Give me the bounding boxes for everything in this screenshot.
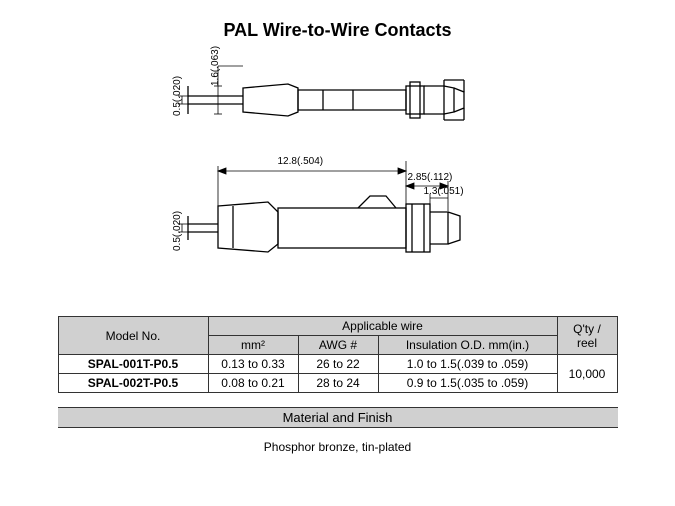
hdr-awg: AWG #: [298, 336, 378, 355]
cell-mm2: 0.13 to 0.33: [208, 355, 298, 374]
hdr-model: Model No.: [58, 317, 208, 355]
material-section: Material and Finish Phosphor bronze, tin…: [58, 407, 618, 454]
material-header: Material and Finish: [58, 407, 618, 428]
dim-bottom-right-a: 2.85(.112): [408, 172, 453, 183]
hdr-applicable: Applicable wire: [208, 317, 557, 336]
drawing-svg: [148, 56, 528, 286]
cell-insul: 1.0 to 1.5(.039 to .059): [378, 355, 557, 374]
hdr-mm2: mm²: [208, 336, 298, 355]
dim-bottom-right-b: 1.3(.051): [424, 186, 464, 197]
hdr-qty: Q'ty / reel: [557, 317, 617, 355]
table-row: SPAL-002T-P0.5 0.08 to 0.21 28 to 24 0.9…: [58, 374, 617, 393]
table-row: SPAL-001T-P0.5 0.13 to 0.33 26 to 22 1.0…: [58, 355, 617, 374]
technical-drawing: 0.5(.020) 1.6(.063) 12.8(.504) 2.85(.112…: [148, 56, 528, 286]
dim-top-height: 0.5(.020): [172, 76, 183, 116]
cell-qty: 10,000: [557, 355, 617, 393]
tables-region: Model No. Applicable wire Q'ty / reel mm…: [58, 316, 618, 454]
dim-bottom-height: 0.5(.020): [172, 211, 183, 251]
cell-model: SPAL-001T-P0.5: [58, 355, 208, 374]
spec-table: Model No. Applicable wire Q'ty / reel mm…: [58, 316, 618, 393]
cell-awg: 28 to 24: [298, 374, 378, 393]
cell-awg: 26 to 22: [298, 355, 378, 374]
material-value: Phosphor bronze, tin-plated: [58, 428, 618, 454]
dim-bottom-length: 12.8(.504): [278, 156, 324, 167]
cell-insul: 0.9 to 1.5(.035 to .059): [378, 374, 557, 393]
cell-mm2: 0.08 to 0.21: [208, 374, 298, 393]
dim-top-thickness: 1.6(.063): [210, 46, 221, 86]
page-title: PAL Wire-to-Wire Contacts: [0, 0, 675, 41]
cell-model: SPAL-002T-P0.5: [58, 374, 208, 393]
hdr-insul: Insulation O.D. mm(in.): [378, 336, 557, 355]
